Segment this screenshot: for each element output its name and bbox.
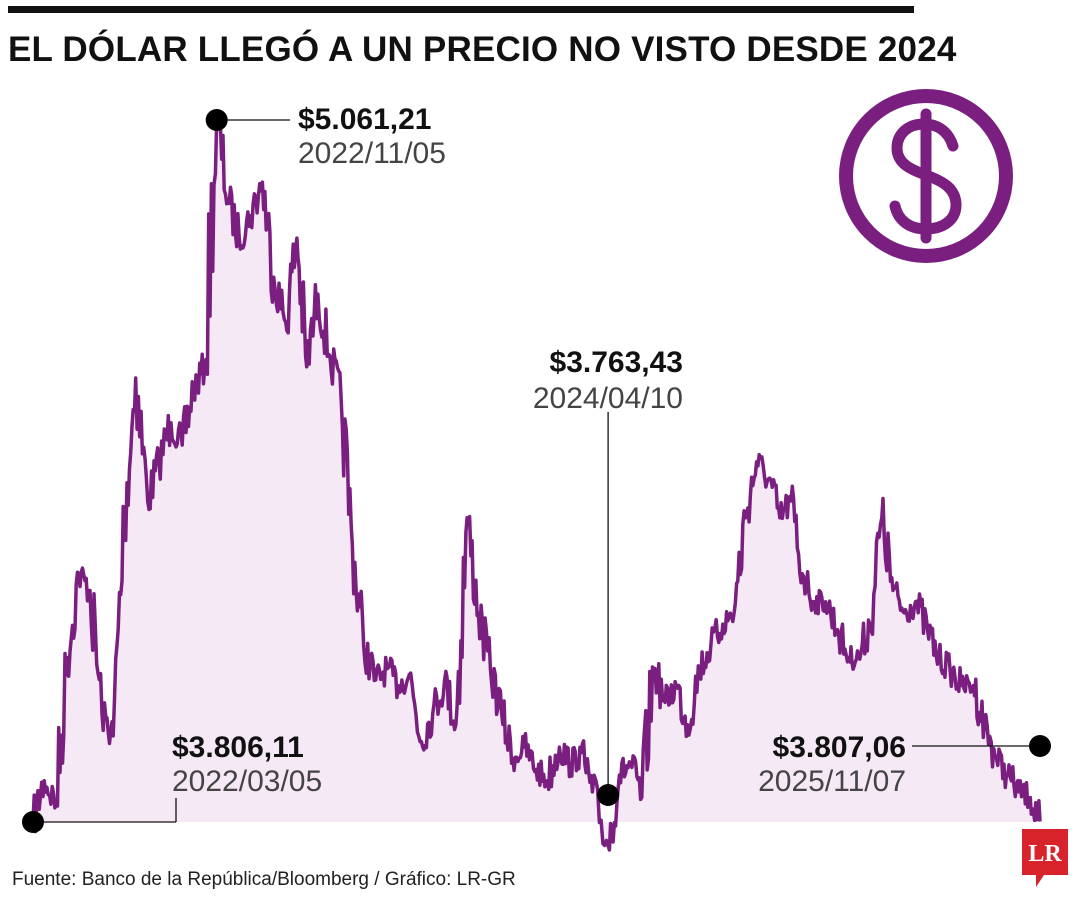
annotation-value-low: $3.763,43	[550, 346, 683, 379]
lr-logo-text: LR	[1028, 841, 1062, 867]
top-rule	[8, 6, 914, 13]
annotation-date-low: 2024/04/10	[533, 382, 683, 415]
annotation-date-end: 2025/11/07	[758, 765, 906, 798]
area-fill	[33, 113, 1040, 850]
annotation-value-end: $3.807,06	[773, 731, 906, 764]
lr-logo: LR	[1022, 829, 1068, 887]
series-line	[31, 112, 1042, 852]
marker-peak	[205, 109, 228, 131]
annotation-value-start: $3.806,11	[172, 731, 304, 764]
marker-start	[22, 811, 44, 833]
annotation-date-peak: 2022/11/05	[298, 137, 446, 170]
annotation-date-start: 2022/03/05	[172, 765, 322, 798]
annotation-value-peak: $5.061,21	[298, 103, 431, 136]
source-note: Fuente: Banco de la República/Bloomberg …	[12, 869, 516, 890]
marker-end	[1029, 735, 1051, 757]
dollar-circle-icon	[839, 89, 1013, 263]
marker-low	[597, 784, 620, 806]
chart-title: EL DÓLAR LLEGÓ A UN PRECIO NO VISTO DESD…	[8, 30, 957, 69]
